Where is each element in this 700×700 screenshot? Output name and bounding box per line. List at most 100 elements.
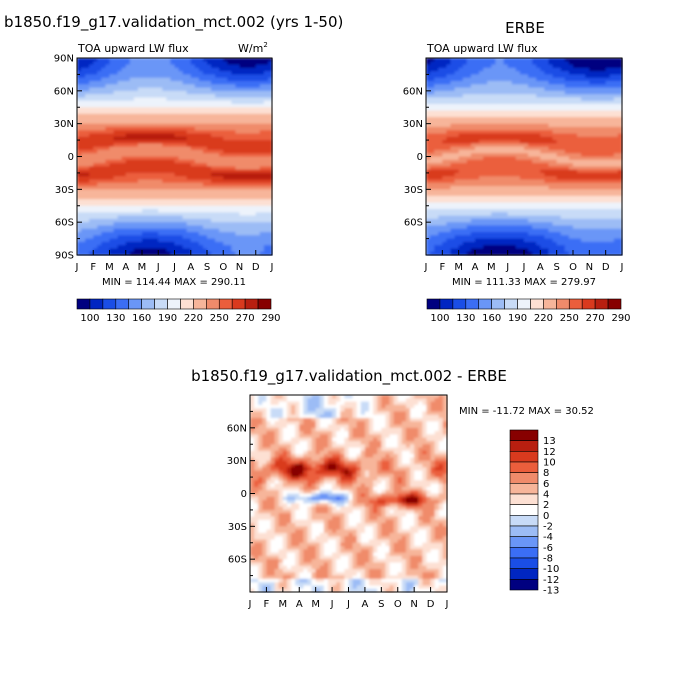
heatmap-cell xyxy=(263,182,269,187)
heatmap-cell xyxy=(211,222,216,227)
heatmap-cell xyxy=(101,103,107,108)
heatmap-cell xyxy=(540,232,546,236)
heatmap-cell xyxy=(462,166,468,171)
heatmap-cell xyxy=(190,74,196,79)
heatmap-cell xyxy=(259,71,265,76)
heatmap-cell xyxy=(556,110,562,115)
heatmap-cell xyxy=(125,209,131,213)
heatmap-cell xyxy=(198,146,204,151)
heatmap-cell xyxy=(198,215,204,220)
heatmap-cell xyxy=(487,61,492,66)
heatmap-cell xyxy=(458,100,464,105)
heatmap-cell xyxy=(219,71,224,76)
heatmap-cell xyxy=(519,235,525,240)
heatmap-cell xyxy=(105,238,111,243)
heatmap-cell xyxy=(536,179,541,184)
heatmap-cell xyxy=(227,94,232,98)
heatmap-cell xyxy=(231,74,237,79)
heatmap-cell xyxy=(109,169,115,174)
heatmap-cell xyxy=(109,146,115,151)
heatmap-cell xyxy=(186,218,192,223)
heatmap-cell xyxy=(552,120,558,125)
heatmap-cell xyxy=(174,80,180,85)
heatmap-cell xyxy=(426,100,431,105)
heatmap-cell xyxy=(430,169,435,174)
heatmap-cell xyxy=(528,192,533,197)
heatmap-cell xyxy=(540,58,546,62)
heatmap-cell xyxy=(466,235,472,240)
heatmap-cell xyxy=(77,84,82,89)
heatmap-cell xyxy=(219,74,224,79)
heatmap-cell xyxy=(239,149,245,154)
heatmap-cell xyxy=(186,182,192,187)
heatmap-cell xyxy=(89,189,94,194)
heatmap-cell xyxy=(255,241,261,246)
heatmap-cell xyxy=(524,245,529,250)
heatmap-cell xyxy=(251,133,257,138)
heatmap-cell xyxy=(430,100,435,105)
heatmap-cell xyxy=(101,156,107,161)
heatmap-cell xyxy=(154,209,159,213)
heatmap-cell xyxy=(483,80,488,85)
heatmap-cell xyxy=(438,149,443,154)
heatmap-cell xyxy=(528,77,533,82)
heatmap-cell xyxy=(97,251,102,256)
heatmap-cell xyxy=(198,87,204,92)
heatmap-cell xyxy=(215,251,220,256)
heatmap-cell xyxy=(462,140,468,144)
heatmap-cell xyxy=(479,156,484,161)
heatmap-cell xyxy=(544,123,550,128)
heatmap-cell xyxy=(446,235,452,240)
heatmap-cell xyxy=(81,202,86,207)
heatmap-cell xyxy=(219,94,224,98)
heatmap-cell xyxy=(475,212,480,217)
heatmap-cell xyxy=(458,143,464,148)
heatmap-cell xyxy=(528,248,533,253)
x-tick-label: J xyxy=(75,262,79,273)
heatmap-cell xyxy=(483,77,488,82)
heatmap-cell xyxy=(483,117,488,121)
heatmap-cell xyxy=(495,149,501,154)
heatmap-cell xyxy=(211,232,216,236)
heatmap-cell xyxy=(93,107,98,112)
heatmap-cell xyxy=(483,238,488,243)
heatmap-cell xyxy=(479,225,484,230)
heatmap-cell xyxy=(219,120,224,125)
heatmap-cell xyxy=(466,67,472,72)
heatmap-cell xyxy=(487,117,492,121)
heatmap-cell xyxy=(528,58,533,62)
heatmap-cell xyxy=(434,90,439,95)
heatmap-cell xyxy=(499,251,505,256)
heatmap-cell xyxy=(117,172,123,177)
heatmap-cell xyxy=(154,192,159,197)
heatmap-cell xyxy=(202,245,208,250)
heatmap-cell xyxy=(81,189,86,194)
heatmap-cell xyxy=(491,74,497,79)
heatmap-cell xyxy=(255,195,261,200)
heatmap-cell xyxy=(532,205,537,210)
heatmap-cell xyxy=(430,238,435,243)
heatmap-cell xyxy=(85,209,90,213)
heatmap-cell xyxy=(133,107,139,112)
heatmap-cell xyxy=(515,156,521,161)
heatmap-cell xyxy=(194,222,200,227)
heatmap-cell xyxy=(442,107,448,112)
heatmap-cell xyxy=(190,71,196,76)
heatmap-cell xyxy=(532,58,537,62)
heatmap-cell xyxy=(515,192,521,197)
colorbar-label: 290 xyxy=(261,313,280,324)
heatmap-cell xyxy=(231,238,237,243)
heatmap-cell xyxy=(227,130,232,135)
heatmap-cell xyxy=(548,159,554,164)
heatmap-cell xyxy=(479,189,484,194)
heatmap-cell xyxy=(162,87,167,92)
heatmap-cell xyxy=(198,169,204,174)
heatmap-cell xyxy=(515,80,521,85)
heatmap-cell xyxy=(503,228,509,233)
heatmap-cell xyxy=(560,110,566,115)
heatmap-cell xyxy=(251,140,257,144)
heatmap-cell xyxy=(146,90,151,95)
heatmap-cell xyxy=(235,251,241,256)
heatmap-cell xyxy=(121,90,127,95)
heatmap-cell xyxy=(263,235,269,240)
